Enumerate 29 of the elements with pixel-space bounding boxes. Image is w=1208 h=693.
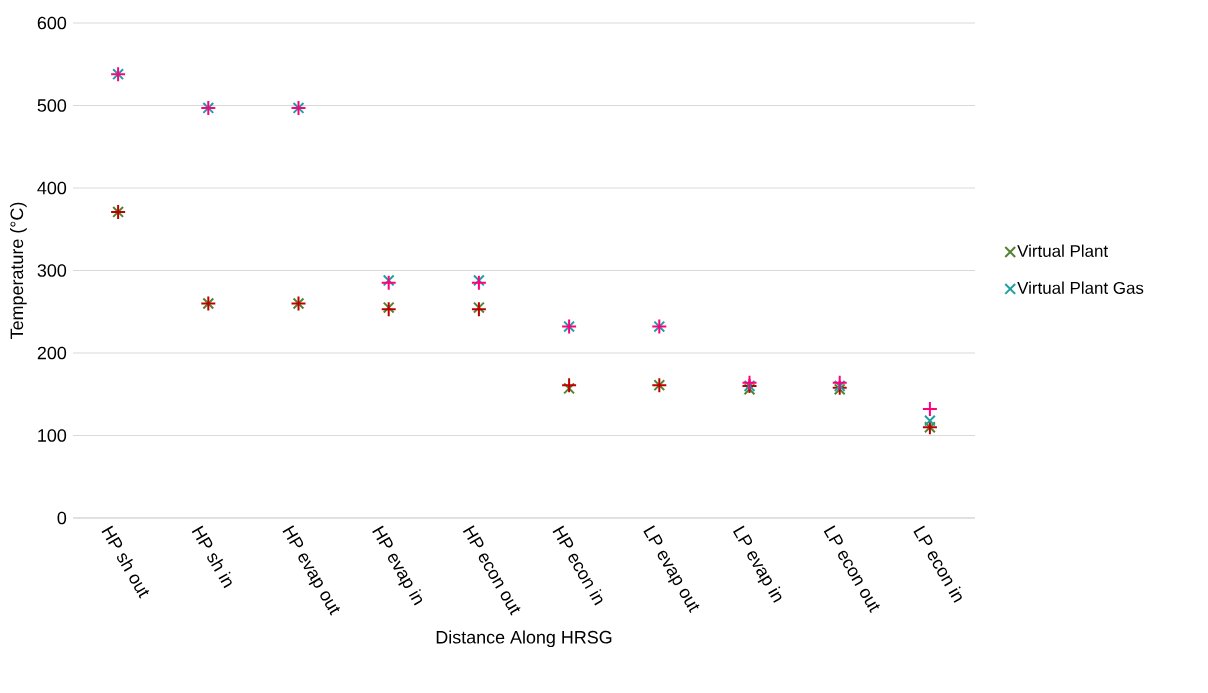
point (833, 380, 846, 392)
y-tick-label: 100 (38, 429, 67, 442)
point (921, 401, 938, 418)
y-axis-title: Temperature (°C) (9, 202, 27, 339)
x-tick-label: HP sh in (191, 525, 232, 589)
y-tick-label: 200 (37, 346, 67, 360)
point (923, 414, 936, 427)
point (472, 301, 485, 314)
y-tick-label: 500 (37, 99, 67, 112)
point (470, 274, 487, 291)
point (380, 274, 397, 291)
y-tick-label: 300 (37, 264, 67, 277)
point (470, 301, 487, 318)
y-tick-label: 0 (57, 511, 67, 525)
point (743, 383, 756, 396)
x-axis-title: Distance Along HRSG (436, 630, 612, 648)
point (831, 374, 848, 391)
point (382, 274, 395, 287)
legend-label: Virtual Plant Gas (1017, 281, 1144, 294)
point (382, 301, 395, 314)
point (563, 382, 576, 395)
legend-label: Virtual Plant (1017, 244, 1108, 257)
point (833, 383, 846, 396)
point (380, 301, 397, 318)
y-tick-label: 600 (37, 16, 67, 30)
point (472, 274, 485, 287)
point (561, 377, 578, 394)
y-tick-label: 400 (37, 181, 67, 195)
x-tick-label: HP sh out (101, 525, 150, 599)
